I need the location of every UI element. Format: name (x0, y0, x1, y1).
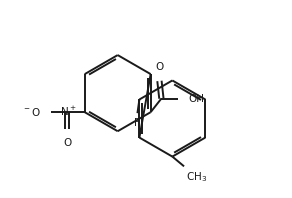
Text: CH$_3$: CH$_3$ (186, 170, 207, 184)
Text: F: F (135, 118, 140, 128)
Text: $^-$O: $^-$O (22, 106, 41, 118)
Text: OH: OH (189, 93, 205, 104)
Text: O: O (63, 138, 71, 148)
Text: N$^+$: N$^+$ (60, 105, 77, 118)
Text: O: O (155, 62, 164, 72)
